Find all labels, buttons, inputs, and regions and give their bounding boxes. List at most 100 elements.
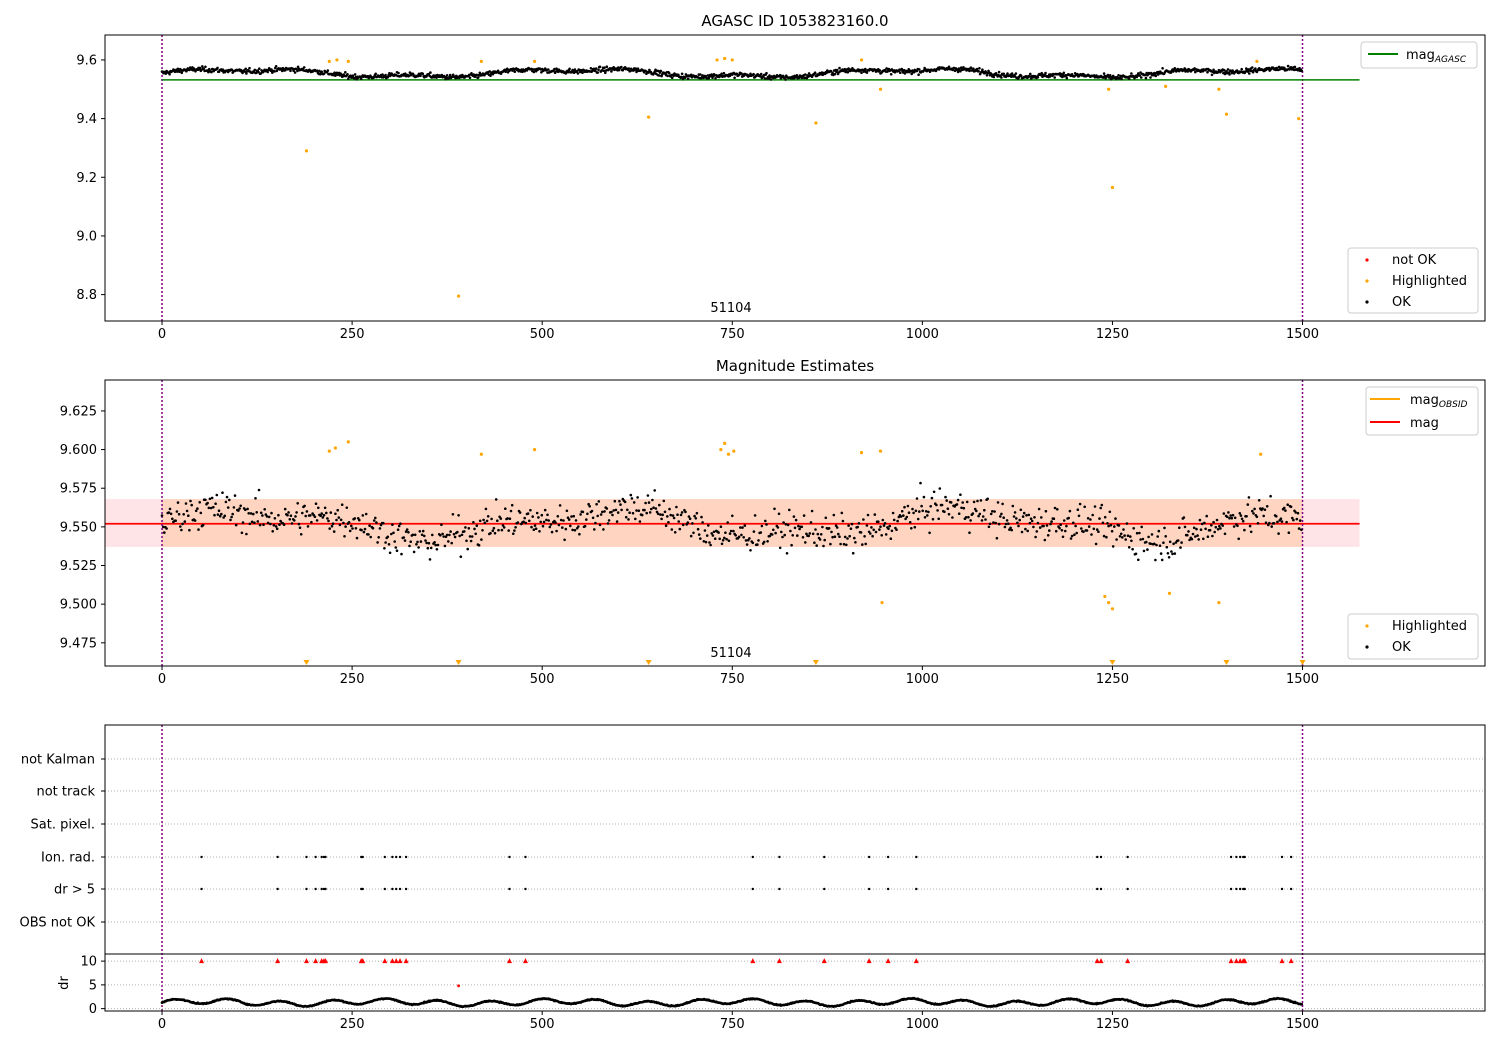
ok-point (651, 498, 654, 502)
ok-point (266, 70, 270, 74)
ok-point (930, 496, 934, 500)
ok-point (1270, 525, 1273, 528)
ok-point (1044, 509, 1048, 513)
ok-point (412, 550, 416, 554)
ok-point (917, 73, 920, 76)
ok-point (270, 511, 273, 515)
ok-point (892, 518, 896, 522)
ok-point (1238, 512, 1242, 515)
ok-point (594, 67, 598, 70)
ok-point (542, 520, 546, 524)
dr-capped-marker (1233, 958, 1239, 964)
ok-point (1163, 526, 1166, 530)
ok-point (1215, 518, 1219, 522)
ok-point (670, 76, 674, 80)
ok-point (1158, 544, 1162, 547)
ok-point (320, 512, 324, 515)
ok-point (177, 512, 181, 516)
panel1-x-tick-label: 0 (158, 327, 166, 342)
ok-point (464, 526, 467, 529)
ok-point (265, 515, 269, 518)
ok-point (808, 532, 812, 535)
ok-point (1225, 515, 1229, 519)
ok-point (416, 540, 419, 544)
ok-point (516, 521, 520, 524)
ok-point (1180, 541, 1183, 544)
ok-point (220, 512, 223, 516)
ok-point (1214, 525, 1218, 529)
panel4-x-tick-label: 250 (340, 1017, 365, 1032)
ok-point (972, 67, 975, 70)
ok-point (374, 516, 377, 520)
ok-point (595, 502, 598, 506)
flag-event-dr-gt-5 (778, 887, 781, 891)
ok-point (615, 520, 619, 523)
panel2-y-tick-label: 9.500 (60, 598, 97, 613)
ok-point (1029, 517, 1033, 520)
ok-point (590, 509, 594, 513)
ok-point (1121, 536, 1124, 539)
ok-point (733, 76, 736, 80)
flag-event-dr-gt-5 (508, 887, 511, 891)
ok-point (848, 534, 851, 538)
ok-point (506, 517, 509, 520)
ok-point (494, 498, 498, 501)
flag-event-dr-gt-5 (867, 887, 871, 891)
ok-point (534, 527, 538, 530)
ok-point (244, 67, 247, 71)
ok-point (849, 527, 853, 530)
ok-point (889, 73, 893, 76)
ok-point (680, 72, 684, 76)
ok-point (1107, 524, 1110, 528)
ok-point (478, 71, 482, 75)
ok-point (201, 523, 205, 527)
ok-point (559, 518, 563, 522)
ok-point (1206, 535, 1210, 538)
ok-point (975, 67, 979, 71)
ok-point (829, 542, 832, 546)
ok-point (596, 71, 599, 74)
ok-point (541, 524, 545, 528)
dr-capped-marker (360, 958, 366, 964)
ok-point (387, 543, 391, 546)
ok-point (214, 502, 217, 506)
ok-point (1298, 519, 1302, 522)
ok-point (773, 507, 776, 511)
panel1-x-tick-label: 1000 (906, 327, 939, 342)
ok-point (1115, 538, 1118, 541)
ok-point (182, 513, 185, 516)
ok-point (475, 524, 479, 527)
ok-point (493, 531, 497, 535)
ok-point (783, 533, 786, 537)
ok-point (634, 67, 637, 70)
ok-point (1173, 67, 1177, 70)
ok-point (433, 541, 436, 544)
highlighted-point (1110, 185, 1115, 190)
ok-point (1240, 517, 1244, 521)
ok-point (1125, 522, 1129, 525)
panel4-ylabel: dr (57, 976, 72, 990)
ok-point (1194, 535, 1197, 538)
ok-point (298, 526, 302, 529)
ok-point (1028, 75, 1031, 78)
ok-point (168, 73, 171, 76)
ok-point (160, 514, 164, 517)
flag-event-ion-rad (1243, 855, 1246, 859)
highlighted-point (859, 451, 864, 455)
ok-point (1000, 512, 1003, 516)
ok-point (275, 527, 279, 531)
ok-point (449, 530, 452, 533)
flag-event-dr-gt-5 (305, 887, 308, 891)
panel4-x-tick-label: 0 (158, 1017, 166, 1032)
ok-point (1065, 524, 1068, 528)
ok-point (273, 517, 277, 520)
ok-point (918, 510, 921, 513)
flag-event-dr-gt-5 (1096, 887, 1099, 891)
ok-point (646, 494, 650, 497)
legend2-ok-label: OK (1392, 640, 1411, 655)
ok-point (238, 507, 241, 510)
ok-point (367, 533, 370, 536)
ok-point (843, 535, 847, 539)
ok-point (1153, 542, 1156, 546)
ok-point (589, 67, 593, 70)
